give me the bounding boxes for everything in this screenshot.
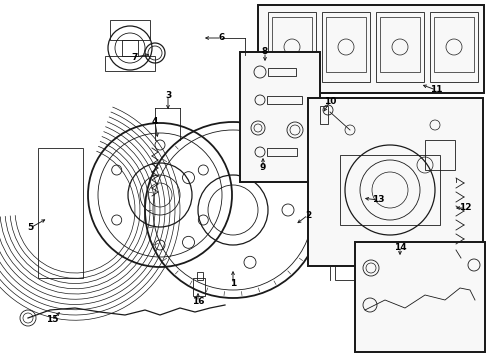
Text: 4: 4 — [151, 117, 158, 126]
Bar — [354, 242, 484, 352]
Bar — [122, 40, 138, 56]
Bar — [307, 98, 482, 266]
Bar — [354, 242, 484, 352]
Bar — [240, 52, 319, 182]
Bar — [375, 12, 423, 82]
Bar — [110, 20, 150, 40]
Bar — [271, 17, 311, 72]
Text: 6: 6 — [219, 33, 224, 42]
Text: 11: 11 — [429, 85, 441, 94]
Bar — [267, 12, 315, 82]
Text: 13: 13 — [371, 195, 384, 204]
Bar — [319, 106, 327, 124]
Polygon shape — [38, 145, 85, 280]
Bar — [321, 12, 369, 82]
Bar — [339, 155, 439, 225]
Bar — [193, 278, 204, 296]
Bar — [329, 160, 394, 250]
Bar — [424, 140, 454, 170]
Bar — [266, 148, 296, 156]
Text: 5: 5 — [27, 224, 33, 233]
Text: 2: 2 — [304, 211, 310, 220]
Text: 16: 16 — [191, 297, 204, 306]
Bar — [267, 68, 295, 76]
Bar — [307, 98, 482, 266]
Text: 1: 1 — [229, 279, 236, 288]
Bar — [105, 56, 155, 71]
Bar — [334, 245, 389, 280]
Bar — [197, 272, 203, 280]
Bar — [240, 52, 319, 182]
Text: 14: 14 — [393, 243, 406, 252]
Text: 7: 7 — [132, 53, 138, 62]
Text: 12: 12 — [458, 203, 470, 212]
Bar — [433, 17, 473, 72]
Text: 8: 8 — [262, 48, 267, 57]
Text: 15: 15 — [46, 315, 58, 324]
Text: 10: 10 — [323, 98, 336, 107]
Bar — [379, 17, 419, 72]
Bar — [258, 5, 483, 93]
Bar — [266, 96, 302, 104]
Bar — [429, 12, 477, 82]
Text: 9: 9 — [259, 163, 265, 172]
Bar — [258, 5, 483, 93]
Text: 3: 3 — [164, 90, 171, 99]
Bar — [38, 148, 83, 278]
Bar — [325, 17, 365, 72]
